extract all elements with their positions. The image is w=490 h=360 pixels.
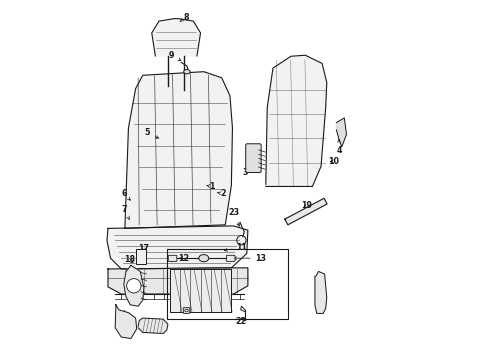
Text: 1: 1	[206, 182, 215, 191]
Polygon shape	[138, 318, 168, 333]
Text: 5: 5	[145, 128, 159, 138]
Polygon shape	[285, 198, 327, 225]
Text: 18: 18	[124, 255, 135, 264]
Polygon shape	[171, 269, 231, 312]
Text: 6: 6	[121, 189, 130, 200]
Text: 8: 8	[180, 13, 189, 22]
Polygon shape	[115, 305, 137, 338]
Circle shape	[126, 279, 141, 293]
Polygon shape	[266, 55, 327, 186]
Text: 14: 14	[174, 268, 185, 277]
Text: 17: 17	[138, 244, 149, 253]
Text: 20: 20	[149, 321, 160, 330]
Text: 11: 11	[224, 243, 247, 252]
Ellipse shape	[199, 255, 209, 262]
Text: 22: 22	[235, 317, 246, 326]
Text: 13: 13	[234, 254, 267, 263]
Polygon shape	[124, 265, 144, 306]
FancyBboxPatch shape	[226, 255, 235, 261]
Text: 12: 12	[178, 254, 190, 263]
Text: 2: 2	[217, 189, 225, 198]
FancyBboxPatch shape	[168, 255, 177, 261]
Text: 7: 7	[121, 205, 129, 219]
Text: 21: 21	[117, 311, 128, 324]
Text: 9: 9	[169, 51, 181, 60]
Text: 23: 23	[228, 208, 240, 226]
Polygon shape	[108, 268, 248, 294]
Polygon shape	[125, 72, 232, 228]
FancyBboxPatch shape	[245, 144, 261, 172]
Ellipse shape	[184, 69, 190, 74]
Text: 19: 19	[301, 201, 312, 210]
FancyBboxPatch shape	[183, 308, 190, 314]
Polygon shape	[315, 271, 327, 314]
Polygon shape	[107, 226, 248, 269]
Text: 16: 16	[316, 292, 326, 304]
Polygon shape	[152, 19, 200, 56]
Bar	[167, 249, 288, 319]
Polygon shape	[337, 118, 346, 147]
Bar	[136, 249, 147, 264]
Text: 15: 15	[188, 294, 198, 307]
Text: 3: 3	[242, 167, 251, 177]
Text: 10: 10	[328, 157, 340, 166]
Text: 4: 4	[336, 140, 342, 155]
